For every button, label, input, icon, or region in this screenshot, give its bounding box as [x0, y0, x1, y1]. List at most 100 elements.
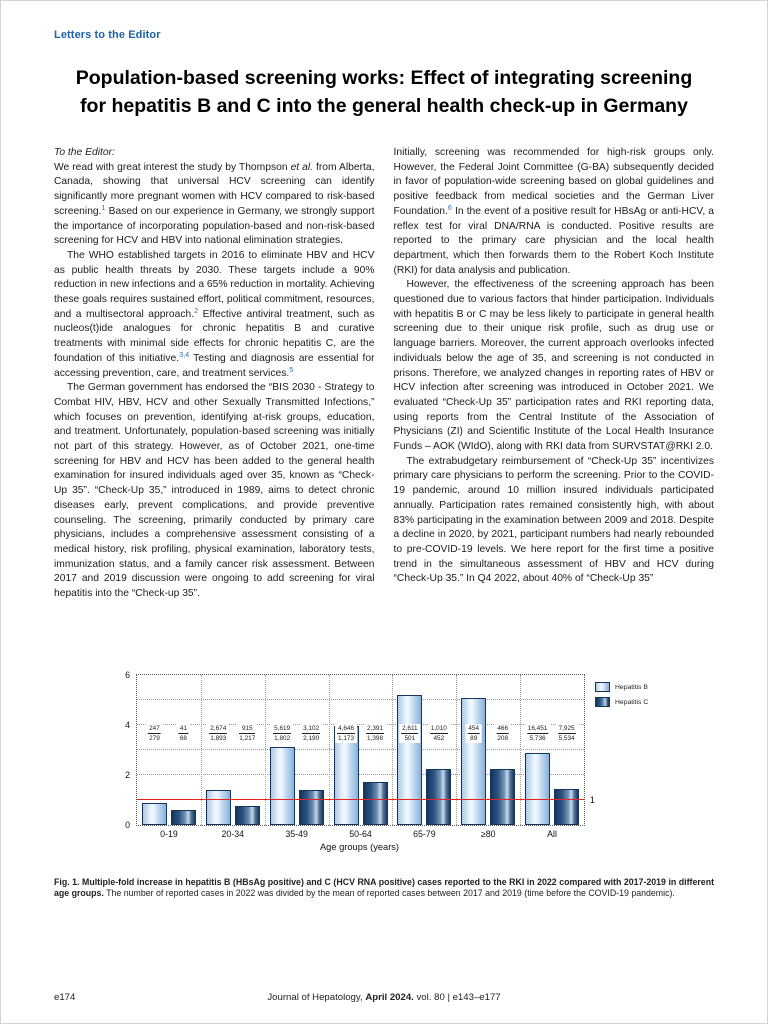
chart-bar-hepatitis-c: [234, 806, 260, 825]
fraction-label: 41 68: [176, 724, 190, 744]
paragraph: To the Editor:: [54, 147, 115, 158]
fraction-numerator: 466: [496, 725, 510, 735]
x-axis-tick-label: 65-79: [413, 829, 436, 839]
fraction-numerator: 5,619: [273, 725, 292, 735]
fraction-denominator: 1,802: [274, 735, 291, 743]
figure-caption-bold: Fig. 1. Multiple-fold increase in hepati…: [54, 877, 714, 899]
italic-text: et al.: [290, 161, 314, 173]
journal-volume-pages: vol. 80 | e143–e177: [413, 992, 501, 1003]
legend-entry: Hepatitis C: [595, 697, 648, 707]
page-number: e174: [54, 992, 76, 1003]
paragraph: The extrabudgetary reimbursement of “Che…: [393, 455, 715, 585]
legend-swatch-hepatitis-b: [595, 682, 610, 692]
citation-reference-link[interactable]: 2: [194, 306, 199, 316]
fraction-denominator: 452: [433, 735, 445, 743]
fraction-denominator: 1,217: [239, 735, 256, 743]
chart-bar-hepatitis-c: [170, 810, 196, 825]
chart-plot: 0 2 4 6 247 279 41 68 0-19 2,674 1,893 915 1,217 20-3…: [125, 670, 595, 839]
citation-reference-link[interactable]: 5: [289, 365, 294, 375]
gridline: [137, 749, 584, 750]
fraction-denominator: 5,534: [558, 735, 575, 743]
legend-label: Hepatitis B: [615, 683, 648, 691]
legend-entry: Hepatitis B: [595, 682, 648, 692]
fraction-numerator: 915: [239, 725, 256, 735]
fraction-denominator: 279: [149, 735, 160, 743]
fraction-denominator: 89: [470, 735, 478, 743]
right-column: Initially, screening was recommended for…: [394, 146, 715, 660]
chart-bar-hepatitis-b: [397, 694, 423, 825]
fraction-label: 915 1,217: [237, 724, 258, 744]
fraction-numerator: 3,102: [302, 725, 321, 735]
fraction-numerator: 247: [148, 725, 161, 735]
y-axis-tick-label: 4: [125, 720, 130, 730]
chart-bar-hepatitis-b: [525, 753, 551, 825]
chart-bar-hepatitis-c: [490, 769, 516, 825]
fraction-label: 466 208: [494, 724, 512, 744]
gridline: [137, 699, 584, 700]
paragraph: However, the effectiveness of the screen…: [393, 279, 715, 453]
chart-bar-hepatitis-b: [205, 789, 231, 825]
fraction-denominator: 5,736: [529, 735, 546, 743]
chart-bar-hepatitis-b: [269, 747, 295, 825]
fraction-numerator: 41: [178, 725, 188, 735]
chart-bar-hepatitis-b: [141, 802, 167, 825]
legend-label: Hepatitis C: [615, 698, 649, 706]
fraction-label: 2,611 501: [399, 724, 421, 744]
gridline: [137, 724, 584, 725]
fraction-denominator: 501: [404, 735, 416, 743]
fraction-label: 7,925 5,534: [555, 724, 578, 744]
figure-caption-rest: The number of reported cases in 2022 was…: [103, 888, 675, 899]
page-footer: e174 Journal of Hepatology, April 2024. …: [1, 992, 767, 1003]
citation-reference-link[interactable]: 6: [447, 203, 452, 213]
y-axis-tick-label: 6: [125, 670, 130, 680]
group-separator: [456, 675, 458, 825]
x-axis-tick-label: 50-64: [349, 829, 372, 839]
fraction-label: 3,102 2,190: [300, 724, 323, 744]
fraction-denominator: 208: [497, 735, 509, 743]
article-title: Population-based screening works: Effect…: [75, 67, 693, 117]
x-axis-tick-label: ≥80: [480, 829, 496, 839]
fraction-numerator: 4,646: [337, 725, 355, 735]
paragraph: Initially, screening was recommended for…: [393, 147, 715, 276]
article-body: To the Editor: We read with great interes…: [54, 146, 714, 660]
fraction-numerator: 7,925: [557, 725, 576, 735]
x-axis-tick-label: 35-49: [285, 829, 308, 839]
chart-bar-hepatitis-c: [554, 789, 580, 825]
fraction-numerator: 2,611: [401, 725, 419, 735]
figure-caption: Fig. 1. Multiple-fold increase in hepati…: [54, 877, 714, 900]
chart-bar-hepatitis-c: [426, 769, 452, 825]
x-axis-tick-label: 20-34: [221, 829, 245, 839]
group-separator: [520, 675, 522, 825]
x-axis-tick-label: All: [547, 829, 557, 839]
paragraph: The German government has endorsed the “…: [54, 382, 375, 600]
y-axis-tick-label: 2: [125, 770, 130, 780]
journal-name: Journal of Hepatology,: [267, 992, 366, 1003]
legend-swatch-hepatitis-c: [595, 697, 610, 707]
fraction-label: 1,010 452: [427, 724, 450, 744]
group-separator: [328, 675, 330, 825]
reference-line-label: 1: [590, 795, 595, 805]
left-column: To the Editor: We read with great interes…: [54, 146, 375, 660]
fraction-numerator: 2,674: [209, 725, 228, 735]
fraction-numerator: 16,451: [526, 725, 549, 735]
fraction-label: 5,619 1,802: [271, 724, 294, 744]
fraction-denominator: 1,398: [367, 735, 383, 743]
section-label: Letters to the Editor: [54, 29, 161, 41]
fraction-denominator: 1,173: [338, 735, 354, 743]
chart: 0 2 4 6 247 279 41 68 0-19 2,674 1,893 915 1,217 20-3…: [54, 670, 714, 866]
chart-bar-hepatitis-c: [362, 782, 388, 825]
chart-bar-hepatitis-b: [461, 697, 487, 825]
x-axis-tick-label: 0-19: [160, 829, 178, 839]
paragraph: We read with great interest the study by…: [54, 161, 375, 247]
group-separator: [392, 675, 394, 825]
fraction-numerator: 2,391: [366, 725, 384, 735]
gridline: [137, 774, 584, 775]
journal-issue-date: April 2024.: [365, 992, 414, 1003]
citation-reference-link[interactable]: 3,4: [179, 350, 190, 360]
fraction-label: 2,674 1,893: [207, 724, 230, 744]
fraction-label: 2,391 1,398: [364, 724, 386, 744]
chart-x-axis-title: Age groups (years): [319, 842, 400, 852]
citation-reference-link[interactable]: 1: [101, 203, 106, 213]
fraction-label: 16,451 5,736: [524, 724, 551, 744]
